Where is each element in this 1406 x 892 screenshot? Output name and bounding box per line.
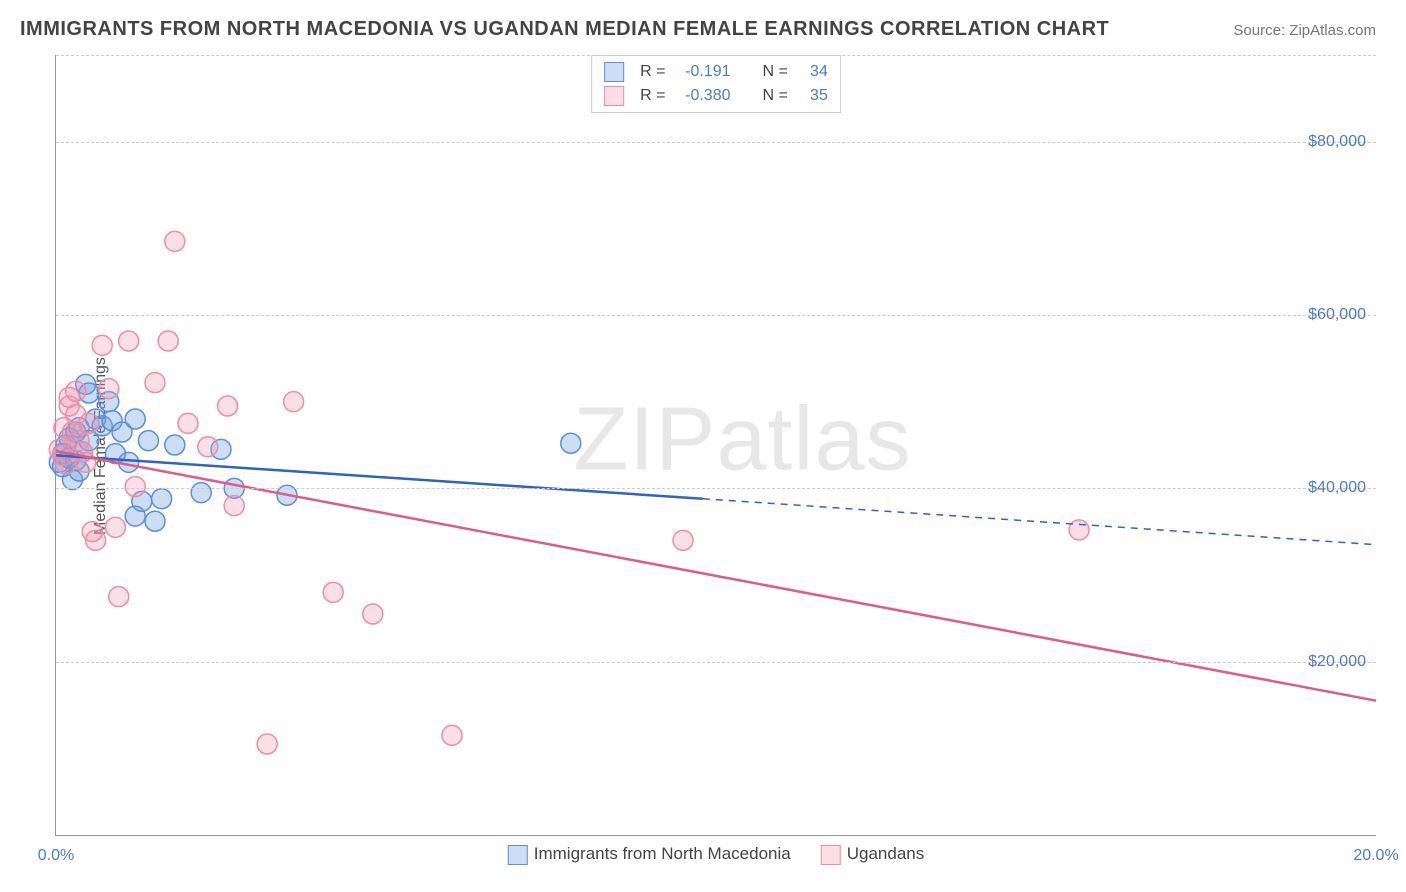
data-point bbox=[79, 413, 99, 433]
data-point bbox=[363, 604, 383, 624]
legend-swatch bbox=[604, 62, 624, 82]
gridline bbox=[56, 488, 1376, 489]
x-tick-label: 0.0% bbox=[38, 847, 74, 865]
data-point bbox=[1069, 520, 1089, 540]
data-point bbox=[191, 483, 211, 503]
data-point bbox=[92, 335, 112, 355]
data-point bbox=[105, 517, 125, 537]
gridline bbox=[56, 142, 1376, 143]
data-point bbox=[145, 373, 165, 393]
data-point bbox=[119, 331, 139, 351]
y-tick-label: $80,000 bbox=[1308, 133, 1366, 151]
data-point bbox=[158, 331, 178, 351]
data-point bbox=[442, 725, 462, 745]
data-point bbox=[125, 477, 145, 497]
data-point bbox=[66, 381, 86, 401]
legend-swatch bbox=[604, 86, 624, 106]
legend-item: Immigrants from North Macedonia bbox=[508, 844, 791, 865]
legend-row: R =-0.380N =35 bbox=[604, 84, 828, 108]
legend-row: R =-0.191N =34 bbox=[604, 60, 828, 84]
data-point bbox=[561, 433, 581, 453]
data-point bbox=[218, 396, 238, 416]
y-tick-label: $20,000 bbox=[1308, 653, 1366, 671]
correlation-legend: R =-0.191N =34R =-0.380N =35 bbox=[591, 55, 841, 113]
data-point bbox=[138, 431, 158, 451]
data-point bbox=[257, 734, 277, 754]
x-tick-label: 20.0% bbox=[1353, 847, 1398, 865]
gridline bbox=[56, 315, 1376, 316]
y-tick-label: $40,000 bbox=[1308, 479, 1366, 497]
plot-area: ZIPatlas R =-0.191N =34R =-0.380N =35 Im… bbox=[55, 55, 1376, 836]
data-point bbox=[165, 435, 185, 455]
data-point bbox=[673, 530, 693, 550]
gridline bbox=[56, 662, 1376, 663]
regression-line-extrapolated bbox=[703, 499, 1376, 545]
data-point bbox=[178, 413, 198, 433]
source-label: Source: ZipAtlas.com bbox=[1233, 22, 1376, 39]
scatter-svg bbox=[56, 55, 1376, 835]
chart-title: IMMIGRANTS FROM NORTH MACEDONIA VS UGAND… bbox=[20, 18, 1109, 41]
series-legend: Immigrants from North Macedonia Ugandans bbox=[508, 844, 925, 865]
legend-swatch bbox=[821, 845, 841, 865]
data-point bbox=[99, 379, 119, 399]
data-point bbox=[284, 392, 304, 412]
data-point bbox=[109, 587, 129, 607]
y-tick-label: $60,000 bbox=[1308, 306, 1366, 324]
data-point bbox=[198, 437, 218, 457]
data-point bbox=[323, 582, 343, 602]
data-point bbox=[125, 409, 145, 429]
data-point bbox=[152, 489, 172, 509]
data-point bbox=[165, 231, 185, 251]
data-point bbox=[224, 496, 244, 516]
data-point bbox=[86, 530, 106, 550]
legend-swatch bbox=[508, 845, 528, 865]
data-point bbox=[145, 511, 165, 531]
regression-line bbox=[56, 455, 703, 498]
legend-item: Ugandans bbox=[821, 844, 925, 865]
